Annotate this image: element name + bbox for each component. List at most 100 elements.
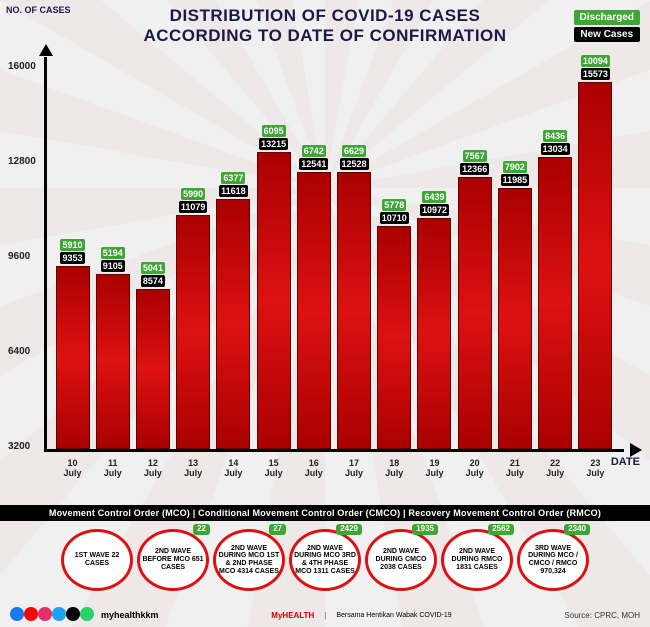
bar-group: 60951321515July: [255, 125, 292, 449]
y-tick: 9600: [8, 251, 30, 262]
phase-strip: Movement Control Order (MCO) | Condition…: [0, 505, 650, 521]
newcases-value: 12366: [460, 163, 489, 175]
bar-group: 84361303422July: [537, 130, 574, 449]
bar: [458, 177, 492, 449]
wave-badge: 2340: [564, 524, 590, 535]
wave-circle: 2ND WAVE BEFORE MCO 651 CASES22: [137, 529, 209, 591]
bar-group: 57781071018July: [376, 199, 413, 449]
x-tick: 21July: [495, 459, 535, 479]
x-tick: 19July: [414, 459, 454, 479]
logo-myhealth: MyHEALTH: [271, 611, 314, 620]
wave-badge: 22: [193, 524, 210, 535]
discharged-value: 6439: [422, 191, 446, 203]
y-axis-arrow-icon: [39, 44, 53, 56]
bar: [257, 152, 291, 449]
discharged-value: 5041: [141, 262, 165, 274]
social-icon: [10, 607, 24, 621]
newcases-value: 9353: [60, 252, 84, 264]
bar-group: 64391097219July: [416, 191, 453, 449]
discharged-value: 5778: [382, 199, 406, 211]
legend-newcases: New Cases: [574, 27, 640, 42]
footer: myhealthkkm MyHEALTH | Bersama Hentikan …: [0, 607, 650, 623]
social-icon: [66, 607, 80, 621]
legend-discharged: Discharged: [574, 10, 640, 25]
chart-title: DISTRIBUTION OF COVID-19 CASES ACCORDING…: [0, 6, 650, 46]
wave-circle: 3RD WAVE DURING MCO / CMCO / RMCO 970,32…: [517, 529, 589, 591]
bar: [216, 199, 250, 449]
bar: [538, 157, 572, 449]
y-tick: 12800: [8, 156, 36, 167]
bar-group: 5910935310July: [54, 239, 91, 449]
wave-badge: 2429: [336, 524, 362, 535]
social-handle: myhealthkkm: [101, 610, 159, 620]
newcases-value: 9105: [101, 260, 125, 272]
newcases-value: 10972: [420, 204, 449, 216]
wave-circle: 2ND WAVE DURING CMCO 2038 CASES1935: [365, 529, 437, 591]
bar: [56, 266, 90, 449]
newcases-value: 12541: [299, 158, 328, 170]
title-line2: ACCORDING TO DATE OF CONFIRMATION: [0, 26, 650, 46]
bar: [176, 215, 210, 449]
newcases-value: 13215: [259, 138, 288, 150]
y-axis: [44, 57, 47, 452]
source-text: Source: CPRC, MOH: [564, 611, 640, 620]
x-axis-label: DATE: [611, 456, 640, 468]
wave-badge: 27: [269, 524, 286, 535]
social-icons: [10, 607, 94, 623]
x-axis-arrow-icon: [630, 443, 642, 457]
y-tick: 3200: [8, 441, 30, 452]
discharged-value: 6377: [221, 172, 245, 184]
x-tick: 22July: [535, 459, 575, 479]
x-tick: 18July: [374, 459, 414, 479]
newcases-value: 15573: [581, 68, 610, 80]
social-icon: [38, 607, 52, 621]
legend: Discharged New Cases: [574, 10, 640, 44]
discharged-value: 7567: [463, 150, 487, 162]
bar-group: 75671236620July: [456, 150, 493, 449]
wave-badge: 1935: [412, 524, 438, 535]
chart-area: 3200640096001280016000 5910935310July519…: [44, 52, 634, 452]
discharged-value: 5990: [181, 188, 205, 200]
bar-group: 5194910511July: [94, 247, 131, 449]
bar-group: 63771161814July: [215, 172, 252, 449]
newcases-value: 11618: [219, 185, 248, 197]
x-tick: 23July: [575, 459, 615, 479]
bar: [136, 289, 170, 449]
bars-container: 5910935310July5194910511July5041857412Ju…: [54, 69, 614, 449]
wave-circle: 2ND WAVE DURING MCO 3RD & 4TH PHASE MCO …: [289, 529, 361, 591]
x-tick: 13July: [173, 459, 213, 479]
x-tick: 10July: [53, 459, 93, 479]
x-tick: 17July: [334, 459, 374, 479]
social-icon: [24, 607, 38, 621]
bar: [498, 188, 532, 449]
bar: [578, 82, 612, 449]
bar: [417, 218, 451, 449]
discharged-value: 5910: [60, 239, 84, 251]
title-line1: DISTRIBUTION OF COVID-19 CASES: [170, 6, 481, 25]
logo-block: MyHEALTH | Bersama Hentikan Wabak COVID-…: [271, 611, 451, 620]
wave-badge: 2562: [488, 524, 514, 535]
x-tick: 11July: [93, 459, 133, 479]
wave-circles-row: 1ST WAVE 22 CASES2ND WAVE BEFORE MCO 651…: [0, 529, 650, 591]
newcases-value: 10710: [380, 212, 409, 224]
bar: [297, 172, 331, 449]
logo-bersama: Bersama Hentikan Wabak COVID-19: [336, 612, 451, 619]
wave-circle: 2ND WAVE DURING MCO 1ST & 2ND PHASE MCO …: [213, 529, 285, 591]
y-tick: 16000: [8, 61, 36, 72]
x-tick: 20July: [455, 459, 495, 479]
x-axis: [44, 449, 624, 452]
x-tick: 12July: [133, 459, 173, 479]
discharged-value: 7902: [503, 161, 527, 173]
newcases-value: 13034: [541, 143, 570, 155]
x-tick: 14July: [213, 459, 253, 479]
bar-group: 59901107913July: [175, 188, 212, 449]
newcases-value: 8574: [141, 275, 165, 287]
bar: [377, 226, 411, 449]
bar-group: 100941557323July: [577, 55, 614, 449]
newcases-value: 11985: [501, 174, 530, 186]
discharged-value: 8436: [543, 130, 567, 142]
discharged-value: 6629: [342, 145, 366, 157]
social-icon: [52, 607, 66, 621]
y-tick: 6400: [8, 346, 30, 357]
newcases-value: 11079: [179, 201, 208, 213]
